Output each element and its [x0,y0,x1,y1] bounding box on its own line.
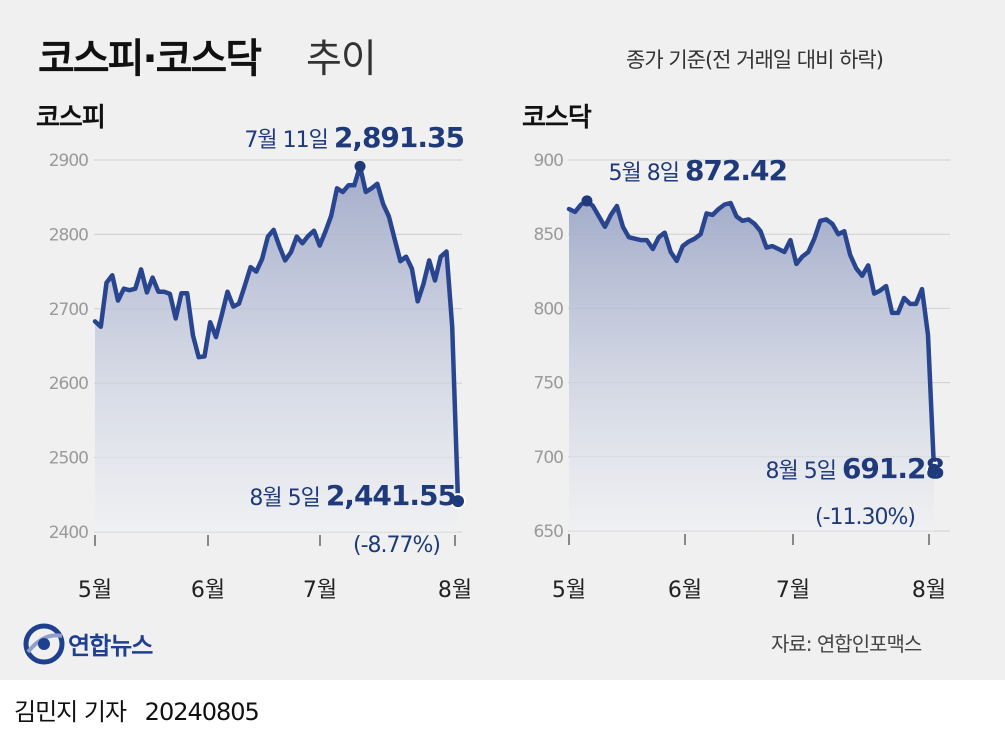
page-title: 코스피·코스닥 [38,36,262,82]
y-tick-label: 700 [534,448,564,468]
high-point-value: 872.42 [685,154,787,187]
last-point-value: 2,441.55 [326,479,456,512]
x-tick-label: 5월 [78,578,112,603]
last-point-marker [450,493,466,510]
last-point-value: 691.28 [842,452,944,485]
x-tick-label: 7월 [776,578,810,603]
basis-note: 종가 기준(전 거래일 대비 하락) [626,48,884,72]
last-point-change: (-11.30%) [815,505,915,530]
byline: 김민지 기자 20240805 [14,692,260,727]
last-point-change: (-8.77%) [353,533,440,558]
logo-text: 연합뉴스 [68,632,153,660]
chart-kospi: 코스피 2400 2500 2600 2700 2800 2900 5월 6월 7월 8월 7월 11… [36,103,472,603]
publish-date: 20240805 [144,698,260,726]
x-tick-label: 6월 [668,578,702,603]
page-title-suffix: 추이 [306,37,377,82]
chart-title: 코스닥 [522,103,592,133]
author: 김민지 기자 [14,698,127,726]
series-line [566,198,937,472]
high-point-value: 2,891.35 [334,121,464,154]
last-point-label: 8월 5일 691.28 [765,452,944,485]
chart-title: 코스피 [36,103,105,133]
series-line [92,164,461,504]
high-point-date: 5월 8일 [608,161,684,186]
x-tick-label: 7월 [303,578,337,603]
source-note: 자료: 연합인포맥스 [771,632,922,656]
y-tick-label: 2400 [49,523,88,543]
high-point-marker [354,160,366,172]
y-tick-label: 850 [534,225,564,245]
x-tick-label: 8월 [912,578,946,603]
series-area [569,200,934,531]
high-point-label: 7월 11일 2,891.35 [244,121,464,154]
x-tick-label: 5월 [552,578,586,603]
y-tick-label: 900 [534,151,564,171]
last-point-date: 8월 5일 [249,486,325,511]
x-tick-label: 8월 [438,578,472,603]
y-tick-label: 800 [534,299,564,319]
high-point-label: 5월 8일 872.42 [608,154,787,187]
y-tick-label: 2900 [49,151,88,171]
y-tick-label: 750 [534,374,564,394]
y-tick-label: 650 [534,522,564,542]
last-point-label: 8월 5일 2,441.55 [249,479,456,512]
high-point-date: 7월 11일 [244,128,333,153]
x-tick-label: 6월 [191,578,225,603]
charts-svg: 코스피 2400 2500 2600 2700 2800 2900 5월 6월 7월 8월 7월 11… [36,103,950,603]
last-point-marker [926,461,942,478]
high-point-marker [581,195,593,207]
y-tick-label: 2700 [49,300,88,320]
yonhap-logo-icon [23,623,65,665]
last-point-date: 8월 5일 [765,459,841,484]
series-area [95,166,458,532]
chart-kosdaq: 코스닥 650 700 750 800 850 900 5월 6월 7월 8월 5월 8일 872.4… [522,103,950,603]
y-tick-label: 2800 [49,225,88,245]
y-tick-label: 2500 [49,449,88,469]
y-tick-label: 2600 [49,374,88,394]
